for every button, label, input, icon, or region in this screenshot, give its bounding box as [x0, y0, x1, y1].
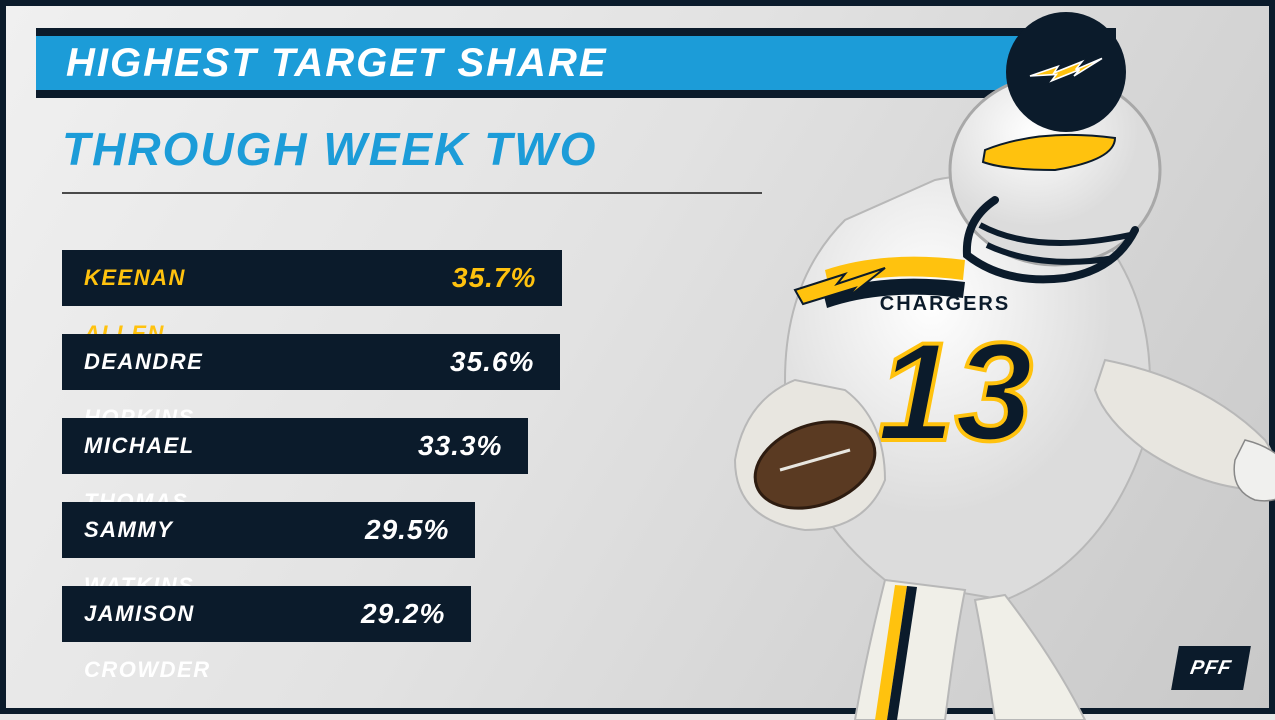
title-text: HIGHEST TARGET SHARE: [66, 41, 608, 86]
bar-value: 35.7%: [452, 250, 536, 306]
bar-value: 29.5%: [365, 502, 449, 558]
player-illustration: 13 13 CHARGERS: [585, 20, 1275, 720]
team-logo: [1006, 12, 1126, 132]
bar-value: 33.3%: [418, 418, 502, 474]
bolt-icon: [1026, 52, 1106, 92]
pff-text: PFF: [1189, 657, 1234, 680]
svg-text:13: 13: [877, 313, 1033, 470]
team-wordmark: CHARGERS: [880, 293, 1010, 315]
bar-value: 35.6%: [450, 334, 534, 390]
pff-watermark: PFF: [1171, 646, 1251, 690]
bar-name: JAMISON CROWDER: [84, 586, 211, 698]
subtitle-text: THROUGH WEEK TWO: [62, 122, 597, 176]
bar-value: 29.2%: [361, 586, 445, 642]
